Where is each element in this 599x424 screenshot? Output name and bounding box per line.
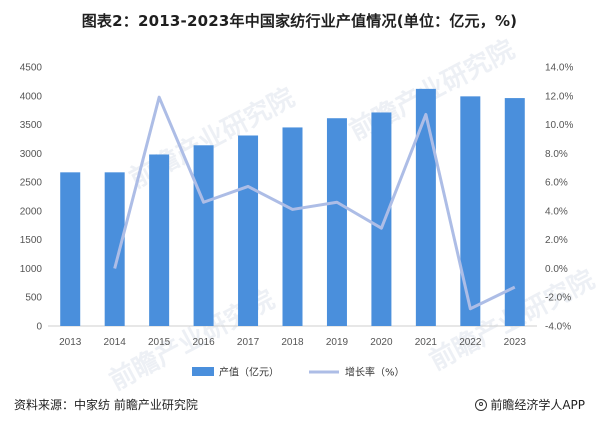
x-tick-label: 2020 <box>370 337 393 348</box>
y-right-tick-label: -4.0% <box>545 322 571 333</box>
x-tick-label: 2023 <box>504 337 527 348</box>
bar-value <box>60 172 81 326</box>
x-tick-label: 2019 <box>326 337 349 348</box>
y-right-tick-label: -2.0% <box>545 293 571 304</box>
bar-value <box>149 154 170 326</box>
bar-value <box>460 96 481 326</box>
y-right-tick-label: 14.0% <box>545 63 573 74</box>
x-tick-label: 2016 <box>192 337 215 348</box>
x-tick-label: 2021 <box>415 337 438 348</box>
x-tick-label: 2013 <box>59 337 82 348</box>
y-right-tick-label: 4.0% <box>545 206 568 217</box>
bar-value <box>326 118 347 326</box>
y-left-tick-label: 1500 <box>20 235 43 246</box>
y-left-tick-label: 4000 <box>20 91 43 102</box>
y-left-tick-label: 4500 <box>20 63 43 74</box>
y-left-tick-label: 1000 <box>20 264 43 275</box>
y-right-tick-label: 6.0% <box>545 178 568 189</box>
y-left-tick-label: 0 <box>36 322 42 333</box>
y-left-tick-label: 2000 <box>20 206 43 217</box>
bar-value <box>104 172 125 326</box>
legend-label-output: 产值（亿元） <box>219 366 279 379</box>
y-right-tick-label: 2.0% <box>545 235 568 246</box>
chart-canvas: 0 500 1000 1500 2000 2500 3000 3500 4000 4500 -4.0… <box>20 63 574 379</box>
x-tick-label: 2014 <box>104 337 127 348</box>
legend-bar-swatch <box>192 367 214 376</box>
y-right-tick-label: 0.0% <box>545 264 568 275</box>
source-note: 资料来源：中家纺 前瞻产业研究院 <box>14 398 198 412</box>
bar-value <box>415 88 436 326</box>
y-left-tick-label: 3500 <box>20 120 43 131</box>
brand-credit: 前瞻经济学人APP <box>475 396 585 413</box>
chart-title: 图表2：2013-2023年中国家纺行业产值情况(单位：亿元，%) <box>81 12 518 30</box>
legend-label-growth: 增长率（%） <box>345 366 405 379</box>
x-tick-label: 2022 <box>459 337 482 348</box>
x-tick-label: 2018 <box>281 337 304 348</box>
x-tick-label: 2017 <box>237 337 260 348</box>
y-left-tick-label: 3000 <box>20 149 43 160</box>
y-right-tick-label: 12.0% <box>545 91 573 102</box>
growth-rate-line <box>113 95 516 311</box>
bar-value <box>238 135 259 326</box>
bar-value <box>193 145 214 326</box>
bar-value <box>282 127 303 326</box>
bar-value <box>371 112 392 326</box>
y-left-tick-label: 500 <box>25 293 42 304</box>
y-right-tick-label: 10.0% <box>545 120 573 131</box>
brand-logo-icon <box>475 398 488 411</box>
brand-name: 前瞻经济学人APP <box>490 398 585 412</box>
bar-value <box>504 98 525 326</box>
x-tick-label: 2015 <box>148 337 171 348</box>
y-left-tick-label: 2500 <box>20 178 43 189</box>
y-right-tick-label: 8.0% <box>545 149 568 160</box>
